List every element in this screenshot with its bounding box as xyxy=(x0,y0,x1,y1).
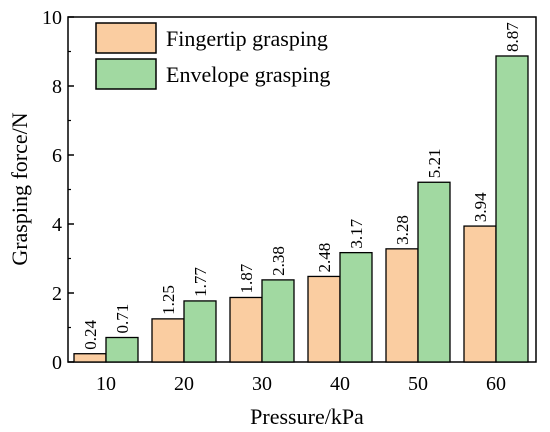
x-tick-label: 30 xyxy=(252,373,272,395)
data-label: 3.28 xyxy=(393,215,412,245)
y-tick-label: 0 xyxy=(52,352,62,374)
x-tick-label: 10 xyxy=(96,373,116,395)
x-axis-label: Pressure/kPa xyxy=(250,404,364,429)
data-label: 0.24 xyxy=(81,319,100,349)
y-tick-label: 2 xyxy=(52,283,62,305)
y-tick-label: 8 xyxy=(52,76,62,98)
y-axis-label: Grasping force/N xyxy=(7,112,32,265)
data-label: 3.94 xyxy=(471,192,490,222)
data-label: 3.17 xyxy=(347,218,366,248)
bar xyxy=(463,225,497,363)
chart-marks: 0 2 4 6 8 10 10 0.24 0.71 20 1.25 1.77 30 1.87 2.38 40 2… xyxy=(42,7,537,395)
bar xyxy=(307,275,341,363)
bar xyxy=(261,279,295,363)
legend-swatch-envelope xyxy=(95,58,157,90)
x-tick-label: 40 xyxy=(330,373,350,395)
data-label: 1.77 xyxy=(191,267,210,297)
y-tick-label: 4 xyxy=(52,214,62,236)
y-tick-label: 10 xyxy=(42,7,62,29)
x-tick-label: 50 xyxy=(408,373,428,395)
bar xyxy=(73,353,107,363)
x-tick-label: 60 xyxy=(486,373,506,395)
bar xyxy=(385,248,419,363)
bar xyxy=(105,336,139,363)
y-tick-label: 6 xyxy=(52,145,62,167)
bar xyxy=(151,318,185,363)
data-label: 1.87 xyxy=(237,263,256,293)
legend-label-envelope: Envelope grasping xyxy=(166,62,330,87)
x-tick-label: 20 xyxy=(174,373,194,395)
data-label: 2.48 xyxy=(315,243,334,273)
bar xyxy=(229,296,263,363)
bar xyxy=(417,181,451,363)
data-label: 2.38 xyxy=(269,246,288,276)
bar xyxy=(339,251,373,363)
data-label: 8.87 xyxy=(503,22,522,52)
bar xyxy=(495,55,529,363)
legend-swatch-fingertip xyxy=(95,22,157,54)
legend: Fingertip grasping Envelope grasping xyxy=(95,22,330,90)
data-label: 1.25 xyxy=(159,285,178,315)
data-label: 5.21 xyxy=(425,149,444,179)
bar xyxy=(183,300,217,363)
data-label: 0.71 xyxy=(113,304,132,334)
legend-label-fingertip: Fingertip grasping xyxy=(166,26,328,51)
